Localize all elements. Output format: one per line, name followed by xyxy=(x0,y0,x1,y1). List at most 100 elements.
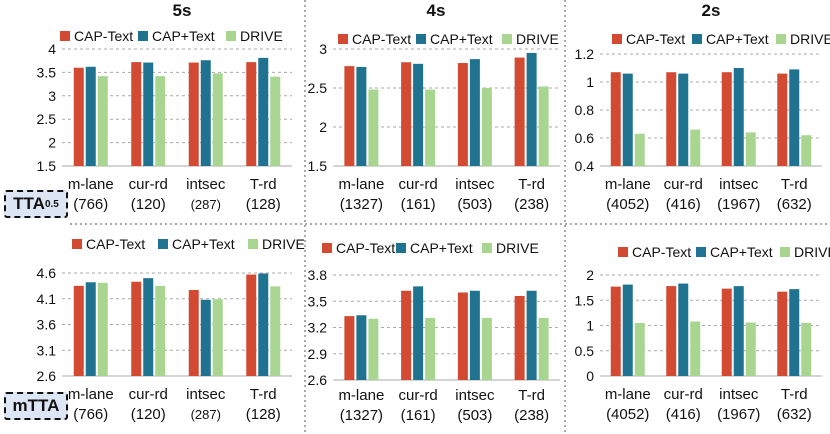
mtta-5s-count-label: (766) xyxy=(73,406,108,423)
mtta-4s-bar-cap-text-cur-rd xyxy=(413,286,424,380)
mtta-5s-legend-label: CAP-Text xyxy=(86,236,145,252)
mtta-2s-bar-drive-m-lane xyxy=(634,322,645,376)
tta-5s-count-label: (120) xyxy=(131,196,166,213)
tta-4s-bar-cap-text-T-rd xyxy=(514,57,525,166)
tta-4s-count-label: (161) xyxy=(401,196,436,213)
tta-2s-ytick-label: 0.6 xyxy=(575,130,595,146)
mtta-4s-count-label: (503) xyxy=(457,407,492,424)
mtta-2s-legend-label: DRIVE xyxy=(794,244,830,260)
tta-2s-bar-cap-text-m-lane xyxy=(610,72,621,166)
mtta-4s-category-label: m-lane xyxy=(338,387,384,404)
mtta-2s-legend-label: CAP-Text xyxy=(632,244,691,260)
mtta-4s-bar-cap-text-T-rd xyxy=(526,290,537,380)
mtta-2s-count-label: (1967) xyxy=(717,406,760,423)
tta-2s-bar-cap-text-cur-rd xyxy=(678,73,689,166)
tta-4s-bar-cap-text-intsec xyxy=(469,59,480,166)
mtta-5s-ytick-label: 4.1 xyxy=(37,291,57,307)
tta-5s-ytick-label: 3 xyxy=(48,88,56,104)
tta-5s-ytick-label: 2.5 xyxy=(37,111,57,127)
tta-5s-legend-swatch xyxy=(60,31,70,41)
tta-5s-category-label: cur-rd xyxy=(129,176,168,193)
tta-2s-ytick-label: 1 xyxy=(586,74,594,90)
tta-2s-legend-label: CAP+Text xyxy=(706,31,769,47)
tta-4s-category-label: m-lane xyxy=(338,176,384,193)
mtta-5s-bar-cap-text-m-lane xyxy=(73,285,84,376)
row-label-mtta-text: mTTA xyxy=(12,396,60,415)
tta-2s-bar-cap-text-T-rd xyxy=(789,69,800,166)
mtta-5s-ytick-label: 3.6 xyxy=(37,317,57,333)
mtta-4s-count-label: (1327) xyxy=(340,407,383,424)
mtta-5s-bar-cap-text-intsec xyxy=(200,299,211,376)
mtta-4s-category-label: intsec xyxy=(455,387,495,404)
tta-2s-legend-swatch xyxy=(692,34,702,44)
mtta-5s-bar-drive-T-rd xyxy=(270,286,281,376)
column-title-4s: 4s xyxy=(427,1,446,20)
row-label-tta-main: TTA xyxy=(13,194,45,213)
mtta-2s-legend-swatch xyxy=(696,247,706,257)
tta-2s-bar-cap-text-cur-rd xyxy=(666,72,677,166)
mtta-4s-ytick-label: 3.2 xyxy=(308,320,328,336)
tta-4s-bar-cap-text-m-lane xyxy=(356,66,367,166)
tta-4s-bar-drive-T-rd xyxy=(538,86,549,166)
tta-4s-bar-drive-cur-rd xyxy=(425,89,436,166)
tta-5s-legend-swatch xyxy=(138,31,148,41)
mtta-4s-bar-drive-cur-rd xyxy=(425,317,436,380)
tta-4s-legend-label: DRIVE xyxy=(516,31,559,47)
mtta-4s-ytick-label: 3.8 xyxy=(308,267,328,283)
mtta-2s-category-label: T-rd xyxy=(781,386,808,403)
mtta-2s-count-label: (632) xyxy=(777,406,812,423)
tta-5s-ytick-label: 3.5 xyxy=(37,64,57,80)
mtta-5s-ytick-label: 3.1 xyxy=(37,342,57,358)
mtta-4s-ytick-label: 2.9 xyxy=(308,346,328,362)
mtta-5s-category-label: T-rd xyxy=(250,386,277,403)
mtta-2s-ytick-label: 0 xyxy=(586,368,594,384)
mtta-4s-bar-cap-text-m-lane xyxy=(344,316,355,380)
tta-4s-legend-label: CAP-Text xyxy=(352,31,411,47)
mtta-4s-legend-label: DRIVE xyxy=(496,240,539,256)
tta-5s-bar-cap-text-cur-rd xyxy=(143,62,154,166)
tta-5s-bar-cap-text-m-lane xyxy=(73,67,84,166)
tta-2s-count-label: (632) xyxy=(777,196,812,213)
mtta-2s-ytick-label: 2 xyxy=(586,267,594,283)
mtta-5s-category-label: intsec xyxy=(186,386,226,403)
tta-2s-bar-cap-text-m-lane xyxy=(622,73,633,166)
tta-4s-bar-cap-text-T-rd xyxy=(526,52,537,166)
tta-2s-category-label: m-lane xyxy=(605,176,651,193)
tta-5s-legend-label: CAP+Text xyxy=(152,28,215,44)
mtta-5s-legend-label: CAP+Text xyxy=(172,236,235,252)
tta-5s-bar-cap-text-m-lane xyxy=(85,66,96,166)
mtta-4s-legend-label: CAP+Text xyxy=(410,240,473,256)
tta-4s-count-label: (1327) xyxy=(340,196,383,213)
mtta-4s-count-label: (161) xyxy=(401,407,436,424)
mtta-4s-legend-swatch xyxy=(482,243,492,253)
tta-5s-bar-drive-intsec xyxy=(212,73,223,166)
mtta-2s-bar-drive-cur-rd xyxy=(690,321,701,376)
tta-4s-category-label: T-rd xyxy=(518,176,545,193)
tta-2s-ytick-label: 0.8 xyxy=(575,102,595,118)
column-title-2s: 2s xyxy=(702,1,721,20)
row-label-tta-sub: 0.5 xyxy=(44,198,59,210)
tta-4s-bar-cap-text-m-lane xyxy=(344,66,355,166)
tta-5s-count-label: (128) xyxy=(246,196,281,213)
row-label-tta: TTA 0.5 xyxy=(4,190,68,218)
tta-4s-bar-cap-text-cur-rd xyxy=(413,63,424,166)
tta-5s-bar-cap-text-intsec xyxy=(188,62,199,166)
mtta-2s-bar-cap-text-intsec xyxy=(721,288,732,376)
mtta-2s-bar-drive-T-rd xyxy=(801,322,812,376)
tta-2s-bar-drive-m-lane xyxy=(634,133,645,166)
tta-4s-legend-label: CAP+Text xyxy=(430,31,493,47)
tta-4s-category-label: intsec xyxy=(455,176,495,193)
tta-2s-bar-cap-text-T-rd xyxy=(777,73,788,166)
tta-2s-legend-label: CAP-Text xyxy=(626,31,685,47)
mtta-5s-bar-drive-m-lane xyxy=(97,282,108,376)
mtta-2s-bar-cap-text-m-lane xyxy=(610,286,621,376)
mtta-5s-bar-drive-cur-rd xyxy=(155,285,166,376)
tta-4s-category-label: cur-rd xyxy=(399,176,438,193)
tta-4s-bar-cap-text-intsec xyxy=(457,63,468,166)
mtta-4s-bar-cap-text-intsec xyxy=(469,290,480,380)
mtta-5s-count-label: (287) xyxy=(191,407,221,422)
mtta-2s-ytick-label: 1.5 xyxy=(575,292,595,308)
column-title-5s: 5s xyxy=(173,1,192,20)
mtta-5s-legend-swatch xyxy=(248,239,258,249)
mtta-4s-category-label: cur-rd xyxy=(399,387,438,404)
